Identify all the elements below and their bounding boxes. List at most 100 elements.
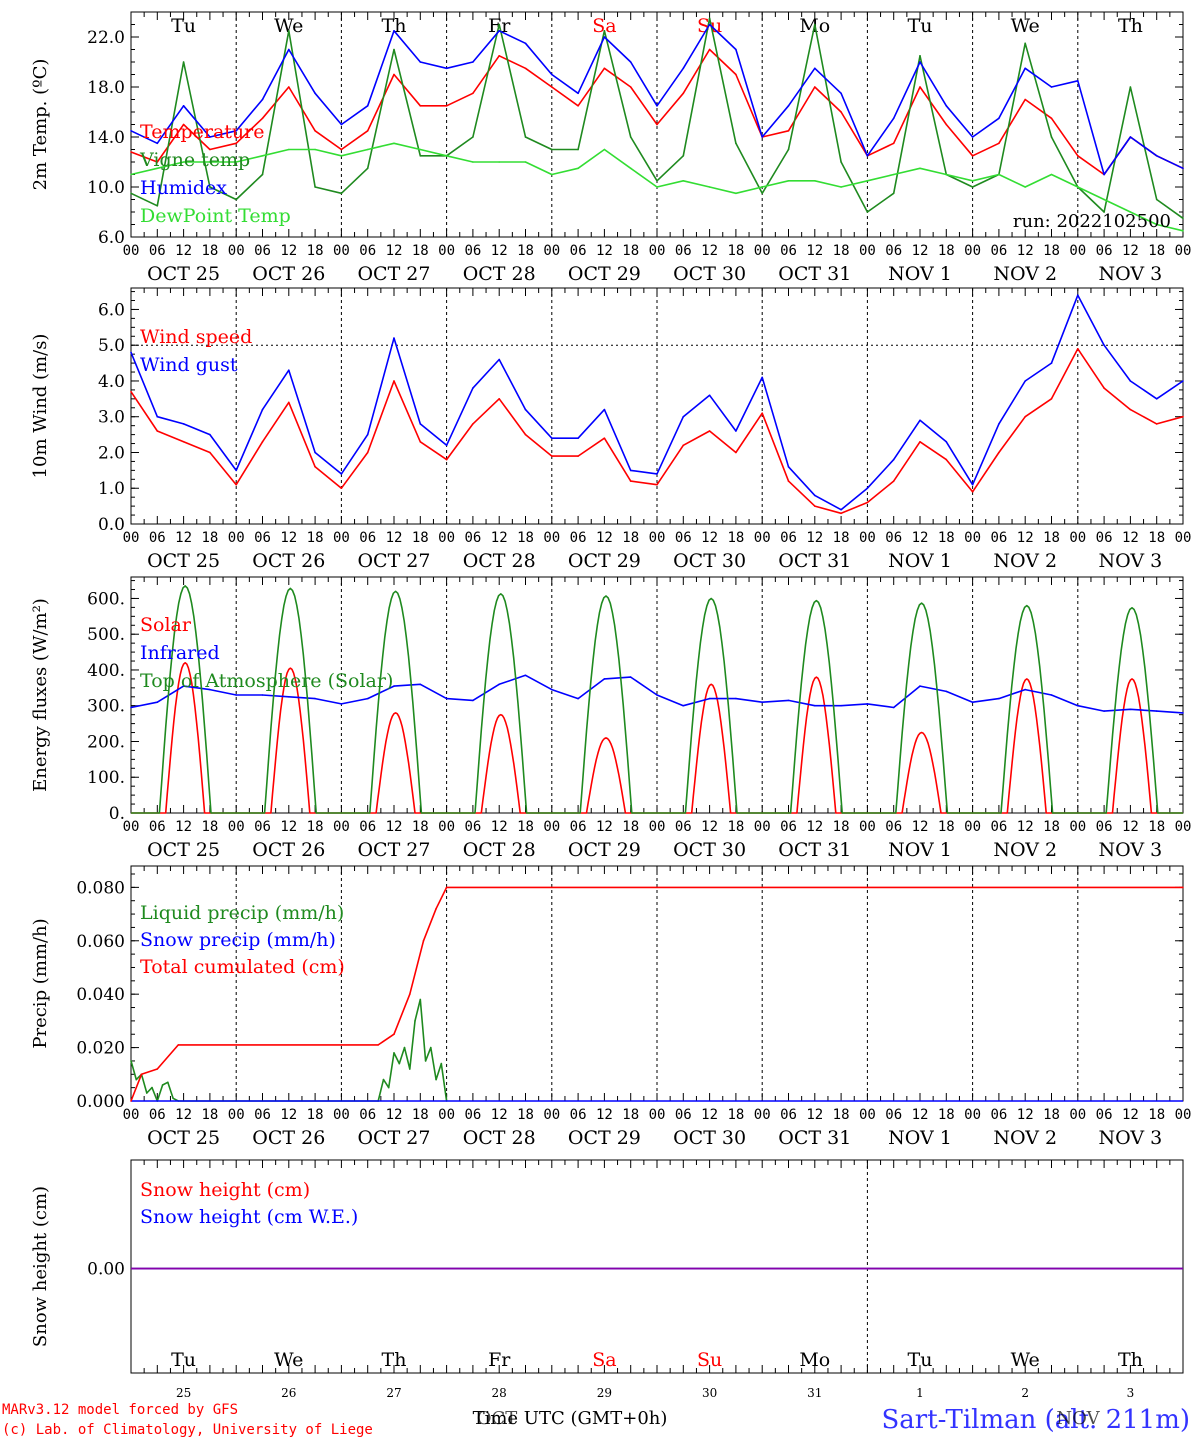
hour-tick-label: 00 (1175, 819, 1192, 835)
series-point (656, 180, 658, 182)
hour-tick-label: 00 (1069, 243, 1086, 259)
hour-tick-label: 18 (201, 1107, 218, 1123)
hour-tick-label: 12 (175, 1107, 192, 1123)
series-point (656, 483, 658, 486)
hour-tick-label: 12 (280, 1107, 297, 1123)
hour-tick-label: 18 (517, 243, 534, 259)
series-point (366, 433, 369, 436)
series-point (656, 105, 658, 107)
series-point (1129, 211, 1132, 213)
y-tick-label: 0.000 (76, 1092, 125, 1112)
series-point (498, 398, 501, 400)
series-point (629, 469, 632, 472)
series-point (393, 685, 395, 687)
series-point (1050, 86, 1053, 88)
series-point (445, 105, 448, 107)
hour-tick-label: 18 (201, 530, 218, 546)
day-number: 2 (1021, 1386, 1029, 1400)
y-tick-label: 0. (109, 804, 125, 824)
series-point (735, 451, 737, 454)
hour-tick-label: 18 (622, 243, 639, 259)
series-point (209, 433, 211, 436)
series-point (366, 697, 369, 700)
hour-tick-label: 18 (1043, 530, 1060, 546)
y-tick-label: 400. (87, 661, 125, 681)
series-point (1182, 217, 1184, 220)
hour-tick-label: 18 (201, 243, 218, 259)
hour-tick-label: 12 (1122, 243, 1139, 259)
series-point (524, 161, 527, 163)
hour-tick-label: 00 (649, 530, 666, 546)
y-tick-label: 0.060 (76, 932, 125, 952)
hour-tick-label: 00 (1069, 1107, 1086, 1123)
series-point (393, 73, 395, 76)
hour-tick-label: 06 (464, 530, 481, 546)
series-point (1129, 136, 1132, 138)
hour-tick-label: 06 (254, 243, 271, 259)
series-point (340, 123, 343, 126)
hour-tick-label: 00 (123, 243, 140, 259)
hour-tick-label: 18 (727, 819, 744, 835)
hour-tick-label: 06 (675, 243, 692, 259)
y-tick-label: 6.0 (98, 228, 125, 248)
series-point (682, 180, 685, 182)
series-point (998, 423, 1000, 425)
series-point (577, 697, 579, 700)
hour-tick-label: 06 (1096, 530, 1113, 546)
hour-tick-label: 06 (359, 1107, 376, 1123)
series-point (314, 148, 316, 151)
series-point (1182, 886, 1184, 889)
day-label: NOV 1 (888, 1127, 952, 1149)
series-point (551, 73, 553, 76)
series-point (445, 444, 448, 447)
series-point (156, 430, 159, 432)
series-point (382, 1078, 385, 1081)
series-point (393, 1033, 395, 1035)
hour-tick-label: 18 (622, 530, 639, 546)
hour-tick-label: 12 (596, 530, 613, 546)
series-point (1024, 380, 1026, 382)
hour-tick-label: 12 (1017, 819, 1034, 835)
legend-entry: Temperature (140, 121, 264, 143)
series-point (998, 173, 1000, 176)
series-point (551, 148, 553, 151)
series-point (409, 993, 411, 995)
series-point (708, 186, 711, 188)
day-label: OCT 31 (778, 263, 851, 285)
hour-tick-label: 06 (780, 530, 797, 546)
y-tick-label: 5.0 (98, 336, 125, 356)
series-point (629, 480, 632, 482)
hour-tick-label: 12 (701, 819, 718, 835)
series-point (235, 483, 237, 486)
series-point (787, 699, 790, 702)
series-point (603, 36, 606, 38)
series-point (235, 130, 237, 132)
hour-tick-label: 18 (412, 243, 429, 259)
hour-tick-label: 06 (780, 243, 797, 259)
hour-tick-label: 06 (675, 530, 692, 546)
hour-tick-label: 06 (570, 530, 587, 546)
series-point (340, 155, 343, 157)
series-point (919, 61, 921, 63)
series-point (130, 351, 132, 354)
series-point (919, 86, 921, 88)
series-point (708, 697, 711, 700)
series-point (472, 161, 474, 163)
series-point (156, 415, 159, 418)
day-name-bottom: Th (382, 1349, 407, 1371)
day-label: OCT 26 (252, 839, 325, 861)
hour-tick-label: 12 (806, 1107, 823, 1123)
series-point (814, 704, 816, 707)
series-point (1155, 710, 1158, 712)
day-name-top: We (274, 15, 303, 37)
hour-tick-label: 18 (938, 530, 955, 546)
series-point (866, 703, 869, 705)
day-number: 29 (597, 1386, 612, 1400)
series-point (140, 1073, 143, 1076)
series-point (971, 136, 974, 138)
series-point (156, 701, 159, 703)
day-label: OCT 25 (147, 839, 220, 861)
series-point (577, 92, 579, 95)
day-name-top: Sa (592, 15, 616, 37)
series-point (919, 419, 921, 422)
